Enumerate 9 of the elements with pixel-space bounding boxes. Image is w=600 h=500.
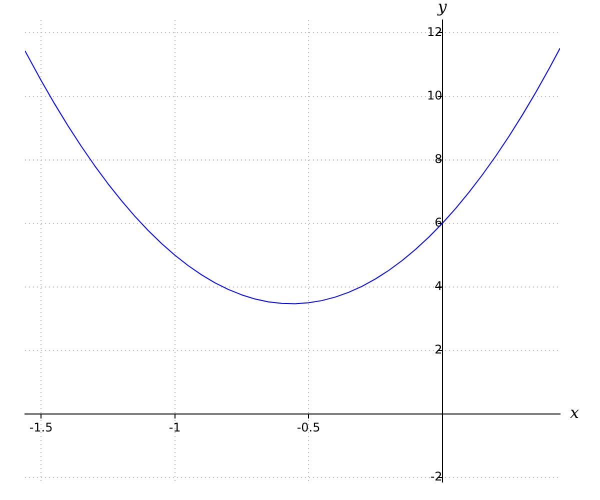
x-tick-label: -0.5 — [296, 420, 320, 434]
x-tick-label: -1.5 — [29, 420, 53, 434]
y-tick-label: 12 — [427, 24, 442, 39]
x-tick-label: -1 — [168, 420, 181, 434]
x-axis-title: x — [570, 403, 580, 422]
y-tick-label: -2 — [430, 470, 442, 484]
y-axis-title: y — [436, 0, 448, 16]
y-tick-label: 2 — [434, 342, 442, 357]
y-tick-label: 10 — [427, 88, 442, 102]
